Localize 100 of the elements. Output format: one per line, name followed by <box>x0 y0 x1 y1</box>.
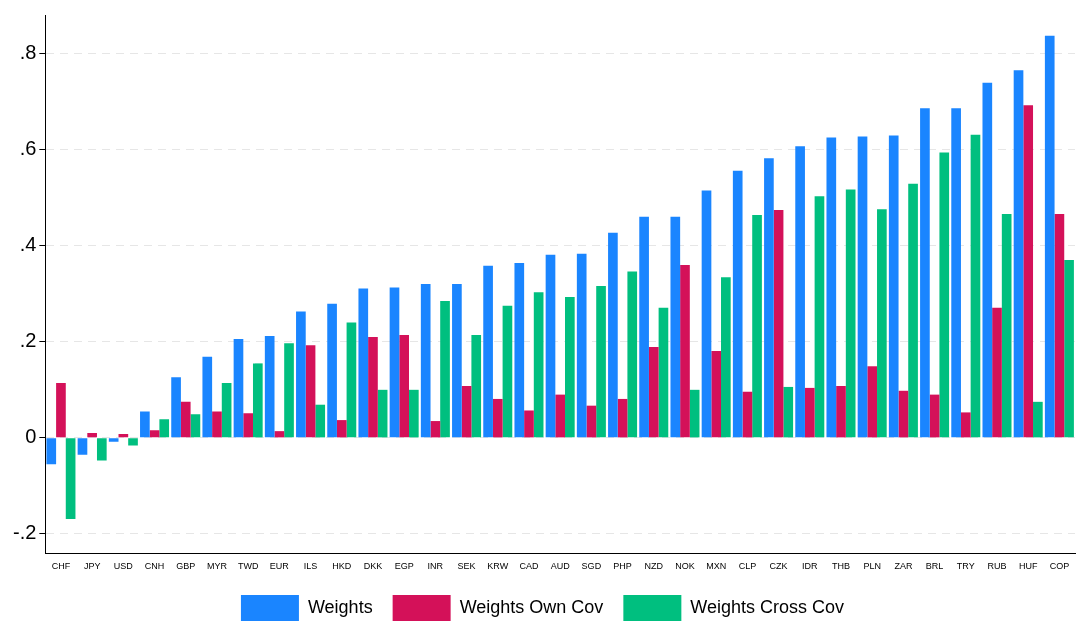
bar <box>992 307 1002 438</box>
x-tick-label: COP <box>1049 561 1070 572</box>
bar <box>701 190 712 438</box>
y-tick-label: -.2 <box>13 521 37 544</box>
bar <box>430 421 441 438</box>
y-tick-label: .8 <box>19 40 37 63</box>
bar <box>1044 35 1055 438</box>
bar <box>336 420 347 438</box>
bar <box>951 108 961 438</box>
x-tick-label: MYR <box>206 561 228 572</box>
bar <box>471 335 482 438</box>
x-tick-label: AUD <box>550 561 571 572</box>
x-tick-label: CLP <box>738 561 757 572</box>
bar <box>87 433 97 438</box>
bar <box>243 413 253 438</box>
bar <box>315 404 326 438</box>
bar <box>212 411 222 438</box>
bar <box>680 264 690 438</box>
legend-label: Weights Own Cov <box>459 596 604 617</box>
bar <box>461 385 472 438</box>
bar <box>608 232 618 438</box>
bar <box>565 297 575 438</box>
bar <box>596 286 606 438</box>
x-tick-label: KRW <box>487 561 509 572</box>
bar <box>399 335 409 438</box>
bar <box>190 414 201 438</box>
bar <box>1013 70 1024 438</box>
x-tick-label: BRL <box>925 561 944 572</box>
x-tick-label: INR <box>427 561 444 572</box>
y-tick-label: .2 <box>19 329 37 352</box>
bar <box>346 322 357 438</box>
bar <box>368 336 378 438</box>
bar <box>149 430 160 438</box>
bar <box>409 389 419 438</box>
bar <box>555 394 566 438</box>
bar <box>658 307 669 438</box>
bar <box>128 438 138 446</box>
x-tick-label: DKK <box>363 561 383 572</box>
bar <box>296 311 306 438</box>
bar <box>274 431 285 438</box>
bar <box>233 338 244 438</box>
x-tick-label: IDR <box>802 561 819 572</box>
bar <box>202 356 213 438</box>
x-tick-label: EGP <box>394 561 414 572</box>
x-tick-label: ZAR <box>894 561 913 572</box>
bar <box>140 411 150 438</box>
bar <box>327 303 337 438</box>
x-tick-label: MXN <box>706 561 727 572</box>
x-tick-label: CHF <box>51 561 71 572</box>
bar <box>920 108 930 438</box>
bar <box>764 158 774 438</box>
bar <box>96 438 107 461</box>
bar <box>670 216 681 438</box>
bar <box>264 336 275 438</box>
bar <box>46 438 57 465</box>
bar <box>452 284 462 438</box>
bar <box>1054 213 1065 438</box>
bar <box>898 390 909 438</box>
x-tick-label: RUB <box>987 561 1007 572</box>
bar <box>377 389 388 438</box>
bar <box>689 389 700 438</box>
y-tick-label: 0 <box>25 425 37 448</box>
bar <box>814 196 825 438</box>
bar <box>1033 401 1043 438</box>
x-tick-label: NOK <box>675 561 695 572</box>
bar <box>502 305 513 438</box>
bar <box>524 410 534 438</box>
bar <box>795 146 805 438</box>
bar <box>826 137 837 438</box>
bar <box>492 398 503 438</box>
legend-label: Weights <box>307 596 373 617</box>
bar <box>545 254 556 438</box>
bar <box>389 287 400 438</box>
bar <box>514 262 525 438</box>
bar <box>742 391 753 438</box>
bar <box>711 350 722 438</box>
x-tick-label: SEK <box>457 561 476 572</box>
bar <box>908 183 918 438</box>
bar <box>1023 105 1034 438</box>
bar <box>721 277 731 438</box>
bar <box>358 288 369 438</box>
bar <box>533 292 544 438</box>
bar <box>77 438 88 455</box>
bar <box>284 343 294 438</box>
bar <box>752 214 762 438</box>
bar <box>171 377 181 438</box>
bar <box>1001 213 1012 438</box>
x-tick-label: SGD <box>581 561 602 572</box>
bar <box>773 210 784 438</box>
bar <box>56 383 66 438</box>
x-tick-label: ILS <box>303 561 318 572</box>
bar <box>732 170 743 438</box>
legend-label: Weights Cross Cov <box>690 596 845 617</box>
y-tick-label: .6 <box>19 137 37 160</box>
bar <box>639 216 649 438</box>
bar <box>221 383 232 438</box>
bar <box>939 152 950 438</box>
x-tick-label: EUR <box>269 561 290 572</box>
x-tick-label: HUF <box>1018 561 1038 572</box>
bar <box>845 189 856 438</box>
